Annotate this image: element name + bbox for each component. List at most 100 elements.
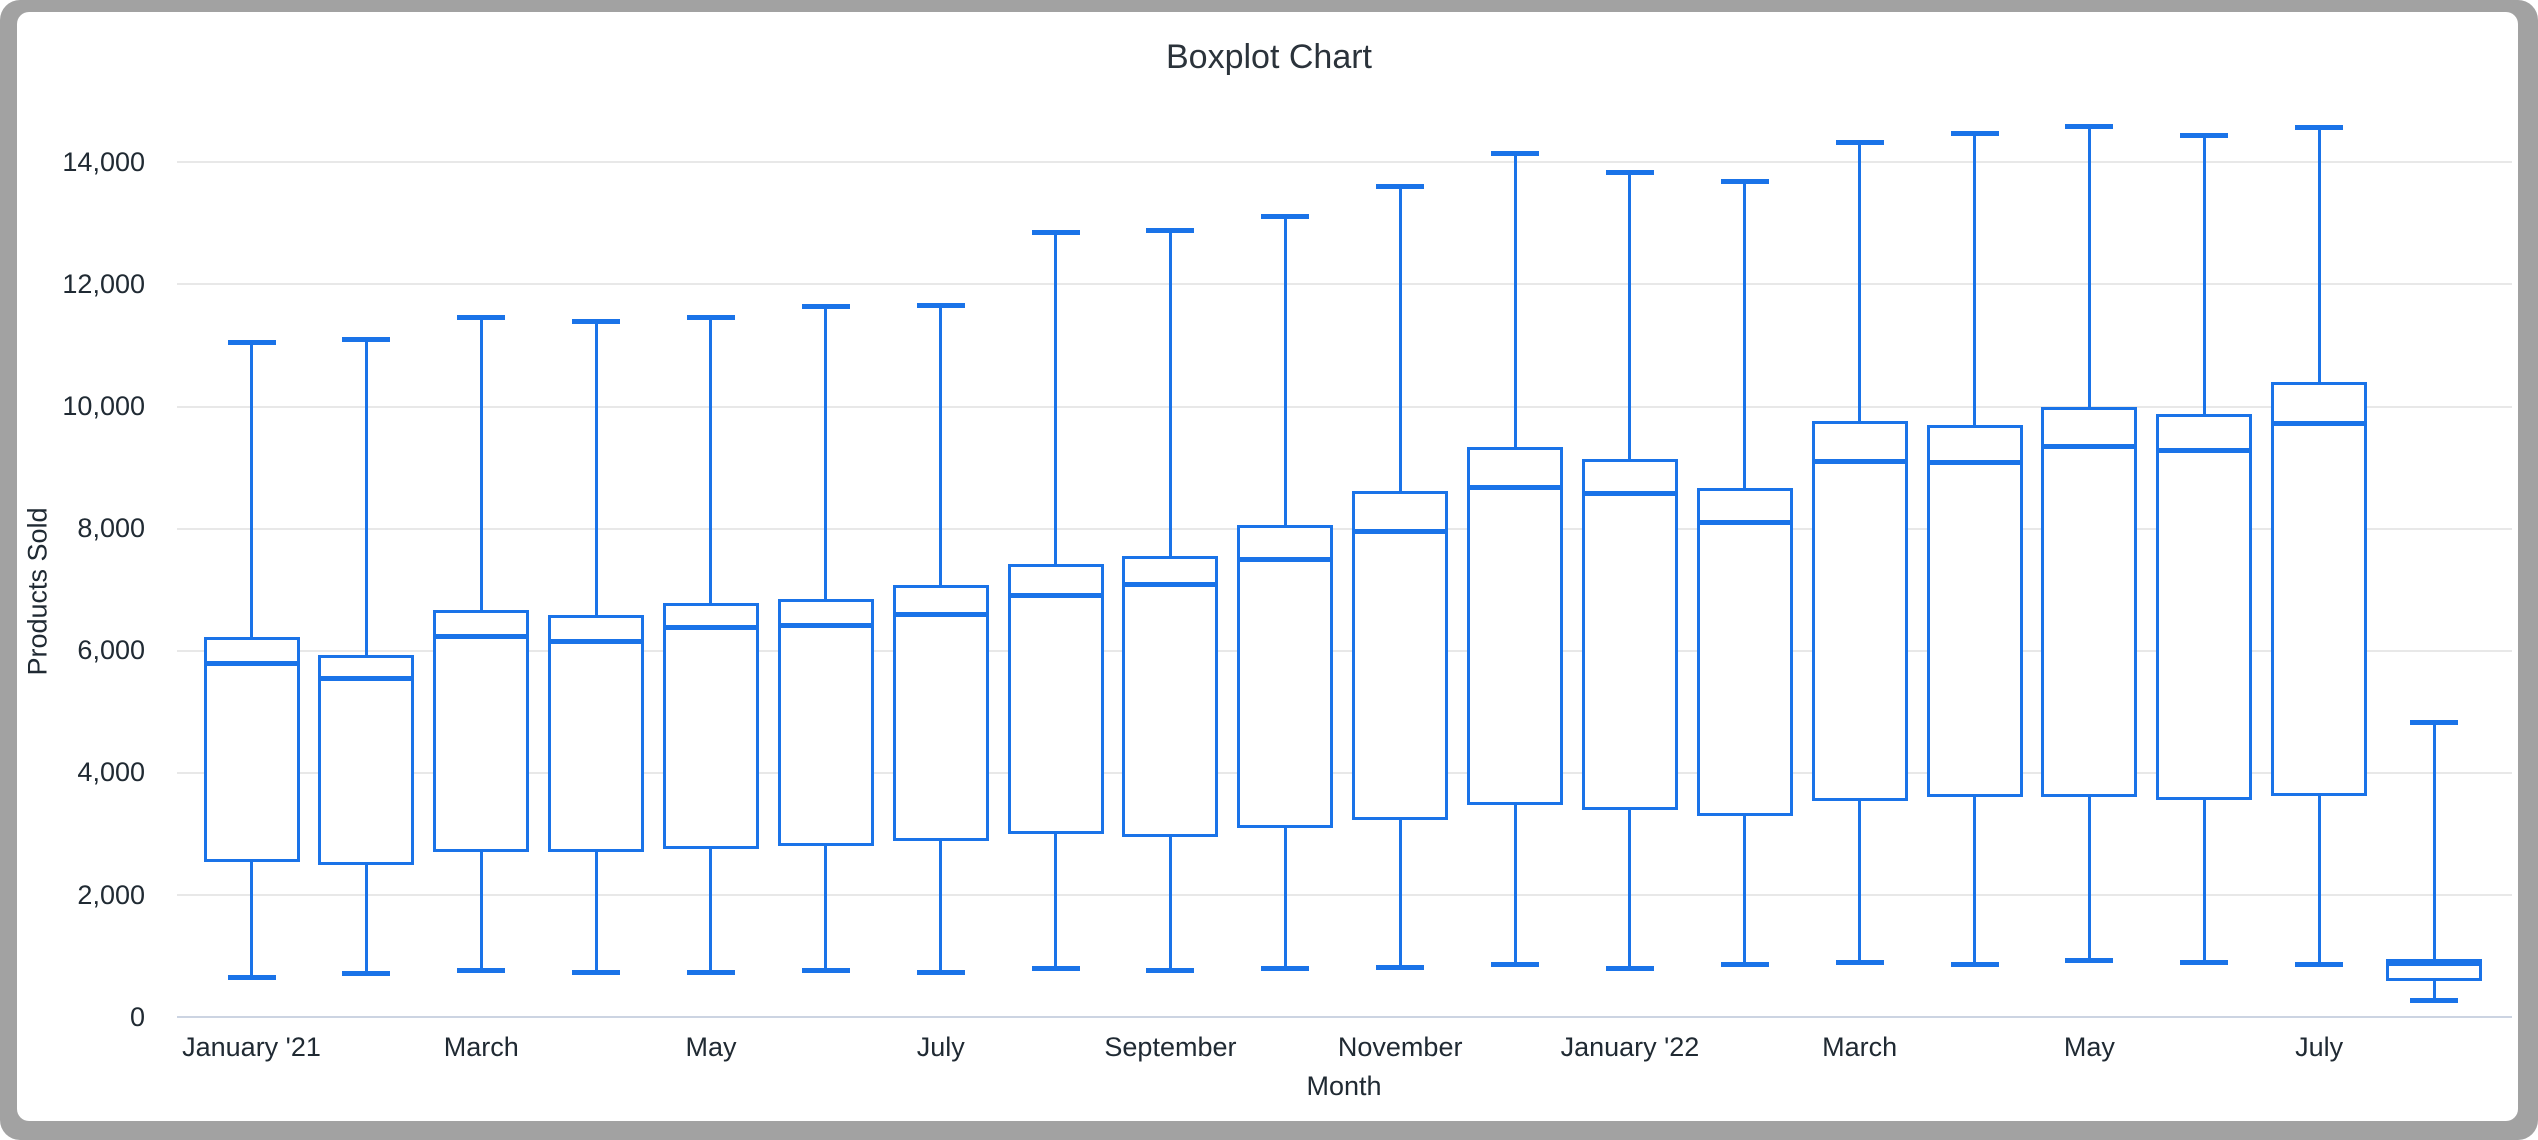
median-line bbox=[318, 676, 415, 682]
whisker-min-cap bbox=[2410, 998, 2459, 1004]
y-tick-label: 10,000 bbox=[62, 391, 145, 422]
x-tick-label: January '21 bbox=[182, 1032, 321, 1062]
whisker-min-cap bbox=[686, 969, 735, 975]
whisker-min-cap bbox=[572, 969, 621, 975]
x-tick-label: May bbox=[2063, 1032, 2115, 1062]
y-tick-label: 12,000 bbox=[62, 268, 145, 299]
whisker-lower-line bbox=[2087, 796, 2091, 961]
boxplot-5[interactable] bbox=[662, 314, 759, 976]
whisker-upper-line bbox=[2317, 127, 2321, 383]
whisker-upper-line bbox=[1628, 172, 1632, 460]
chart-title: Boxplot Chart bbox=[1166, 38, 1372, 76]
boxplot-10[interactable] bbox=[1237, 213, 1334, 972]
boxplot-20[interactable] bbox=[2386, 719, 2483, 1004]
iqr-box bbox=[662, 603, 759, 850]
whisker-lower-line bbox=[2202, 800, 2206, 963]
iqr-box bbox=[1926, 425, 2023, 798]
whisker-min-cap bbox=[916, 969, 965, 975]
whisker-lower-line bbox=[1628, 810, 1632, 969]
y-tick-label: 4,000 bbox=[77, 757, 145, 788]
whisker-min-cap bbox=[801, 968, 850, 974]
boxplot-4[interactable] bbox=[548, 318, 645, 975]
whisker-upper-line bbox=[250, 342, 253, 638]
boxplot-14[interactable] bbox=[1696, 178, 1793, 968]
whisker-upper-line bbox=[2432, 722, 2436, 960]
median-line bbox=[203, 660, 300, 666]
x-tick-label: March bbox=[1822, 1032, 1898, 1062]
boxplot-2[interactable] bbox=[318, 336, 415, 977]
median-line bbox=[2041, 443, 2138, 449]
iqr-box bbox=[1467, 446, 1564, 805]
gridline bbox=[177, 894, 2512, 897]
boxplot-6[interactable] bbox=[777, 303, 874, 975]
whisker-min-cap bbox=[1376, 964, 1425, 970]
whisker-min-cap bbox=[1261, 965, 1310, 971]
boxplot-8[interactable] bbox=[1007, 229, 1104, 972]
boxplot-18[interactable] bbox=[2156, 132, 2253, 966]
boxplot-7[interactable] bbox=[892, 302, 989, 976]
iqr-box bbox=[2041, 406, 2138, 797]
boxplot-3[interactable] bbox=[433, 314, 530, 975]
gridline bbox=[177, 283, 2512, 286]
gridline bbox=[177, 527, 2512, 530]
median-line bbox=[1467, 484, 1564, 490]
median-line bbox=[548, 639, 645, 645]
whisker-lower-line bbox=[1398, 820, 1402, 968]
whisker-lower-line bbox=[1168, 837, 1172, 971]
whisker-upper-line bbox=[1973, 133, 1977, 426]
boxplot-16[interactable] bbox=[1926, 130, 2023, 968]
boxplot-17[interactable] bbox=[2041, 123, 2138, 964]
whisker-lower-line bbox=[1513, 804, 1517, 965]
whisker-min-cap bbox=[2065, 957, 2114, 963]
iqr-box bbox=[1696, 488, 1793, 816]
boxplot-15[interactable] bbox=[1811, 139, 1908, 967]
median-line bbox=[1926, 460, 2023, 466]
whisker-upper-line bbox=[1513, 153, 1517, 447]
whisker-min-cap bbox=[1491, 962, 1540, 968]
whisker-min-cap bbox=[1720, 962, 1769, 968]
whisker-upper-line bbox=[594, 321, 598, 616]
whisker-min-cap bbox=[227, 975, 276, 981]
iqr-box bbox=[892, 584, 989, 842]
median-line bbox=[1696, 520, 1793, 526]
boxplot-11[interactable] bbox=[1352, 183, 1449, 971]
median-line bbox=[1811, 459, 1908, 464]
whisker-min-cap bbox=[457, 968, 506, 974]
boxplot-19[interactable] bbox=[2271, 124, 2368, 968]
y-tick-label: 14,000 bbox=[62, 146, 145, 177]
whisker-lower-line bbox=[1054, 834, 1058, 969]
whisker-min-cap bbox=[1605, 965, 1654, 971]
whisker-lower-line bbox=[709, 849, 713, 973]
iqr-box bbox=[1122, 555, 1219, 838]
whisker-upper-line bbox=[364, 339, 368, 656]
median-line bbox=[662, 625, 759, 631]
iqr-box bbox=[203, 637, 300, 862]
y-tick-label: 8,000 bbox=[77, 513, 145, 544]
median-line bbox=[1122, 582, 1219, 588]
median-line bbox=[433, 634, 530, 640]
whisker-upper-line bbox=[479, 317, 483, 610]
x-tick-label: January '22 bbox=[1560, 1032, 1700, 1062]
iqr-box bbox=[433, 609, 530, 853]
boxplot-12[interactable] bbox=[1467, 150, 1564, 969]
x-tick-label: November bbox=[1337, 1032, 1463, 1062]
x-tick-label: July bbox=[2295, 1032, 2344, 1062]
iqr-box bbox=[318, 655, 415, 865]
whisker-min-cap bbox=[1835, 960, 1884, 966]
whisker-upper-line bbox=[1743, 181, 1747, 489]
y-tick-label: 6,000 bbox=[77, 635, 145, 666]
median-line bbox=[1237, 556, 1334, 562]
whisker-lower-line bbox=[1283, 827, 1287, 969]
median-line bbox=[1352, 528, 1449, 534]
iqr-box bbox=[1581, 459, 1678, 811]
x-tick-label: March bbox=[443, 1032, 519, 1062]
whisker-upper-line bbox=[1283, 216, 1287, 525]
median-line bbox=[1007, 593, 1104, 599]
boxplot-9[interactable] bbox=[1122, 227, 1219, 974]
iqr-box bbox=[1352, 490, 1449, 820]
whisker-lower-line bbox=[250, 861, 253, 978]
whisker-lower-line bbox=[824, 846, 828, 971]
boxplot-13[interactable] bbox=[1581, 169, 1678, 972]
boxplot-1[interactable] bbox=[203, 339, 300, 981]
y-axis-title: Products Sold bbox=[22, 507, 53, 676]
